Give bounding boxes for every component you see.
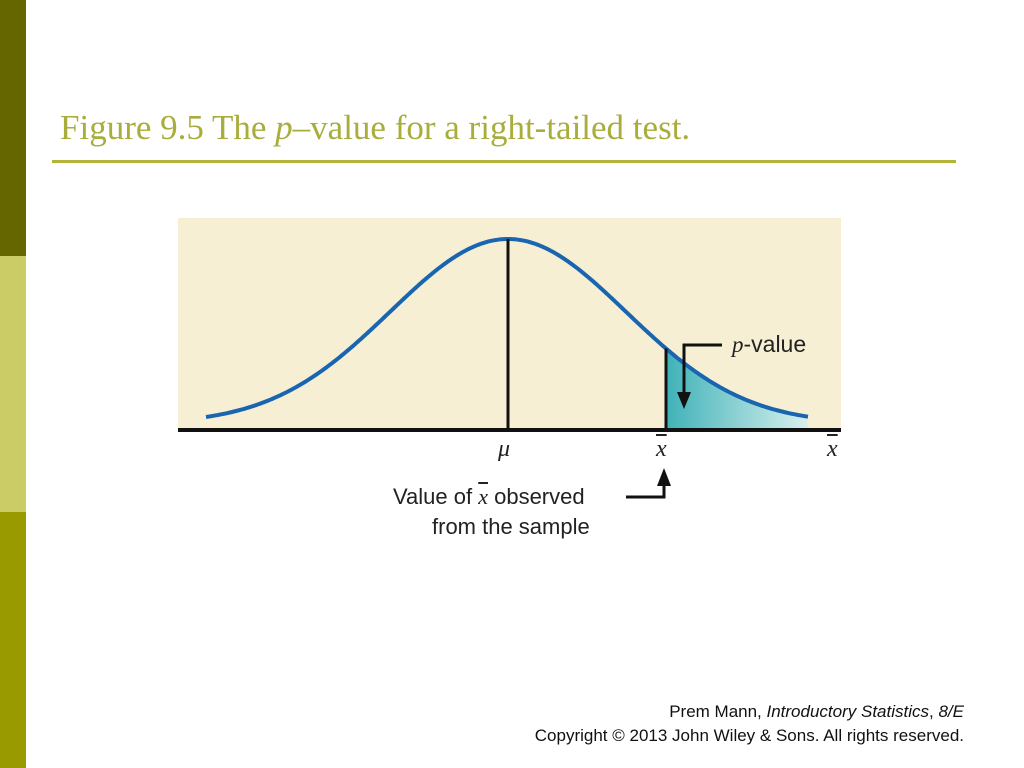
mu-label: μ — [498, 436, 511, 462]
footer-copyright: Copyright © 2013 John Wiley & Sons. All … — [534, 726, 964, 745]
sidebar-stripe-dark — [0, 0, 26, 256]
p-value-suffix: -value — [743, 331, 807, 357]
footer-citation: Prem Mann, Introductory Statistics, 8/E — [535, 700, 964, 724]
sidebar-stripe-light — [0, 256, 26, 512]
footer-book-title: Introductory Statistics — [766, 702, 930, 721]
observed-suffix: observed — [487, 484, 585, 509]
title-prefix: Figure 9.5 The — [60, 108, 276, 147]
title-italic-p: p — [275, 108, 293, 147]
footer-separator: , — [929, 702, 939, 721]
slide-title: Figure 9.5 The p–value for a right-taile… — [60, 108, 690, 148]
xbar-label: x — [656, 436, 667, 462]
observed-arrowhead — [657, 468, 671, 486]
observed-caption-line2: from the sample — [432, 514, 590, 539]
title-suffix: –value for a right-tailed test. — [292, 108, 691, 147]
sidebar-stripe-mid — [0, 512, 26, 768]
p-value-italic-p: p — [732, 332, 744, 357]
observed-prefix: Value of — [393, 484, 479, 509]
p-value-arrowhead — [677, 392, 691, 409]
observed-pointer — [626, 483, 666, 499]
title-underline — [52, 160, 956, 163]
p-value-label: p-value — [732, 331, 806, 358]
observed-xbar-symbol: x — [478, 484, 488, 509]
axis-end-xbar-label: x — [827, 436, 838, 462]
p-value-pointer — [682, 343, 722, 395]
p-value-shaded-area — [666, 348, 808, 430]
slide-footer: Prem Mann, Introductory Statistics, 8/E … — [535, 700, 964, 748]
footer-author: Prem Mann, — [669, 702, 767, 721]
observed-caption-line1: Value of x observed — [393, 484, 585, 510]
footer-edition: 8/E — [938, 702, 964, 721]
